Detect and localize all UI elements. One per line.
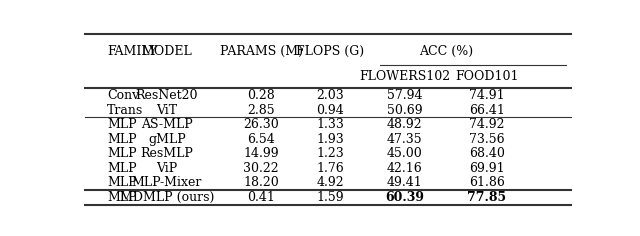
Text: MLP-Mixer: MLP-Mixer: [132, 176, 202, 189]
Text: 45.00: 45.00: [387, 147, 423, 160]
Text: 1.93: 1.93: [317, 133, 344, 146]
Text: FAMILY: FAMILY: [108, 46, 157, 59]
Text: MLP: MLP: [108, 118, 137, 131]
Text: MDMLP (ours): MDMLP (ours): [120, 191, 214, 204]
Text: MLP: MLP: [108, 176, 137, 189]
Text: 77.85: 77.85: [467, 191, 506, 204]
Text: MLP: MLP: [108, 133, 137, 146]
Text: 26.30: 26.30: [243, 118, 279, 131]
Text: ACC (%): ACC (%): [419, 46, 473, 59]
Text: 18.20: 18.20: [243, 176, 279, 189]
Text: 0.28: 0.28: [247, 89, 275, 102]
Text: 0.94: 0.94: [317, 104, 344, 117]
Text: gMLP: gMLP: [148, 133, 186, 146]
Text: 1.33: 1.33: [317, 118, 344, 131]
Text: FLOWERS102: FLOWERS102: [359, 70, 451, 83]
Text: ResNet20: ResNet20: [136, 89, 198, 102]
Text: Conv: Conv: [108, 89, 140, 102]
Text: 57.94: 57.94: [387, 89, 422, 102]
Text: FLOPS (G): FLOPS (G): [296, 46, 365, 59]
Text: AS-MLP: AS-MLP: [141, 118, 193, 131]
Text: 60.39: 60.39: [385, 191, 424, 204]
Text: MLP: MLP: [108, 191, 137, 204]
Text: 30.22: 30.22: [243, 162, 279, 175]
Text: 42.16: 42.16: [387, 162, 423, 175]
Text: 1.76: 1.76: [317, 162, 344, 175]
Text: MODEL: MODEL: [141, 46, 192, 59]
Text: 74.91: 74.91: [469, 89, 504, 102]
Text: 2.85: 2.85: [247, 104, 275, 117]
Text: ViT: ViT: [156, 104, 177, 117]
Text: 66.41: 66.41: [468, 104, 505, 117]
Text: 2.03: 2.03: [317, 89, 344, 102]
Text: 14.99: 14.99: [243, 147, 279, 160]
Text: 47.35: 47.35: [387, 133, 422, 146]
Text: ResMLP: ResMLP: [140, 147, 193, 160]
Text: Trans: Trans: [108, 104, 143, 117]
Text: 69.91: 69.91: [469, 162, 504, 175]
Text: MLP: MLP: [108, 147, 137, 160]
Text: 49.41: 49.41: [387, 176, 423, 189]
Text: 0.41: 0.41: [247, 191, 275, 204]
Text: 61.86: 61.86: [468, 176, 505, 189]
Text: 68.40: 68.40: [468, 147, 505, 160]
Text: MLP: MLP: [108, 162, 137, 175]
Text: FOOD101: FOOD101: [455, 70, 518, 83]
Text: 73.56: 73.56: [469, 133, 504, 146]
Text: ViP: ViP: [156, 162, 177, 175]
Text: 50.69: 50.69: [387, 104, 422, 117]
Text: 1.23: 1.23: [317, 147, 344, 160]
Text: 1.59: 1.59: [317, 191, 344, 204]
Text: 4.92: 4.92: [317, 176, 344, 189]
Text: 74.92: 74.92: [469, 118, 504, 131]
Text: 6.54: 6.54: [247, 133, 275, 146]
Text: PARAMS (M): PARAMS (M): [220, 46, 303, 59]
Text: 48.92: 48.92: [387, 118, 422, 131]
